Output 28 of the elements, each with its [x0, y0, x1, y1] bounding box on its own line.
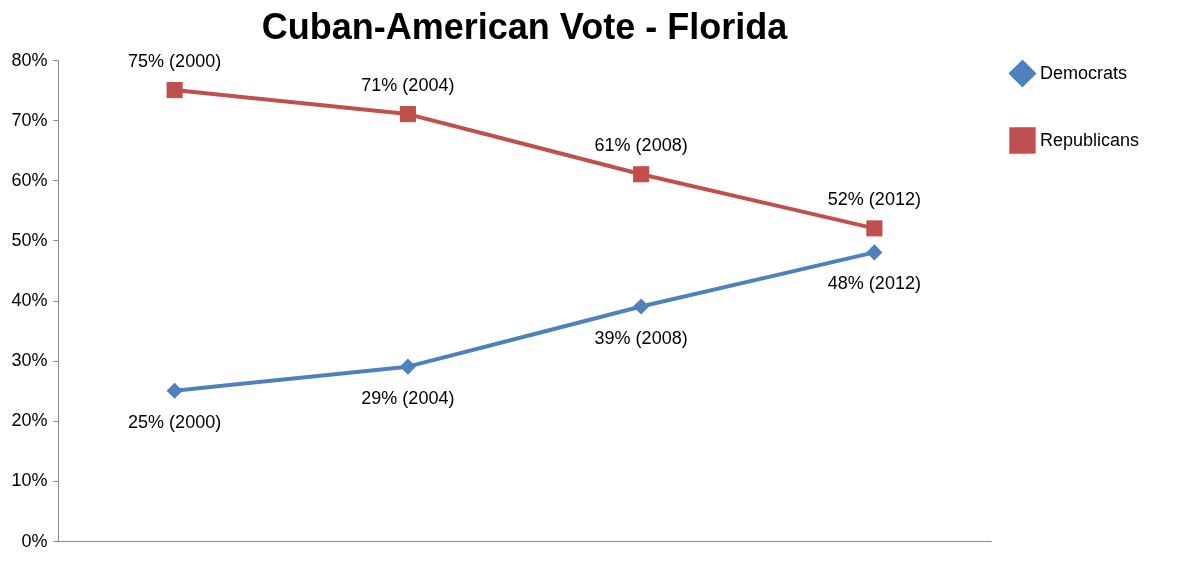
y-tick-label: 0%: [21, 530, 48, 551]
data-label: 29% (2004): [361, 387, 455, 408]
y-tick-label: 80%: [11, 49, 48, 70]
point: [866, 244, 883, 261]
y-tick-label: 20%: [11, 410, 48, 431]
point: [166, 82, 183, 99]
point: [633, 166, 650, 183]
data-label: 75% (2000): [128, 51, 222, 72]
point: [633, 298, 650, 315]
legend-label: Republicans: [1040, 129, 1140, 150]
point: [399, 358, 416, 375]
y-tick-label: 40%: [11, 290, 48, 310]
point: [166, 382, 183, 399]
data-label: 52% (2012): [827, 189, 921, 210]
point: [866, 220, 883, 237]
point: [399, 106, 416, 123]
chart-title: Cuban-American Vote - Florida: [261, 6, 789, 47]
y-tick-label: 70%: [11, 109, 48, 130]
legend-label: Democrats: [1040, 62, 1128, 83]
data-label: 39% (2008): [594, 327, 688, 348]
data-label: 61% (2008): [594, 135, 688, 156]
data-label: 71% (2004): [361, 75, 455, 96]
y-tick-label: 60%: [11, 169, 48, 190]
y-tick-label: 50%: [11, 229, 48, 250]
data-label: 25% (2000): [128, 411, 222, 432]
data-label: 48% (2012): [827, 273, 921, 294]
y-tick-label: 10%: [11, 470, 48, 491]
y-tick-label: 30%: [11, 350, 48, 371]
